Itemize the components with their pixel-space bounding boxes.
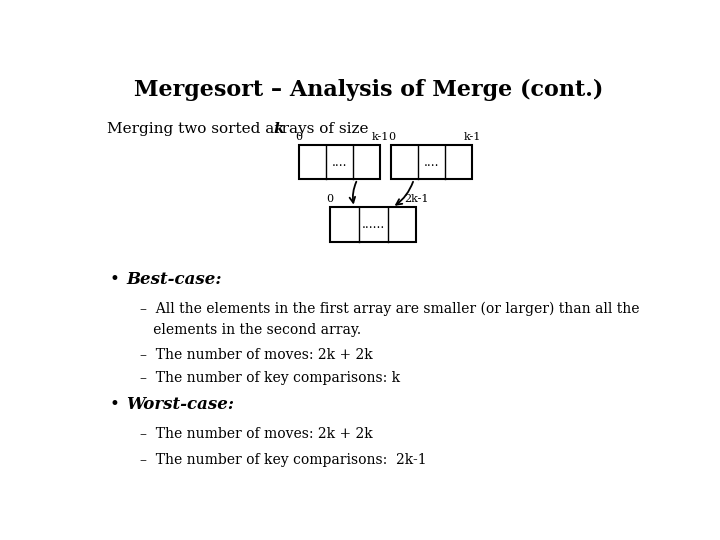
Text: Merging two sorted arrays of size: Merging two sorted arrays of size bbox=[107, 122, 373, 136]
Text: 2k-1: 2k-1 bbox=[404, 194, 428, 204]
Text: ....: .... bbox=[332, 156, 348, 168]
Text: elements in the second array.: elements in the second array. bbox=[140, 323, 361, 337]
Text: ....: .... bbox=[424, 156, 439, 168]
Text: 0: 0 bbox=[388, 132, 395, 141]
Text: –  The number of key comparisons:  2k-1: – The number of key comparisons: 2k-1 bbox=[140, 453, 427, 467]
Text: k-1: k-1 bbox=[464, 132, 481, 141]
Text: •: • bbox=[109, 271, 120, 288]
Text: 0: 0 bbox=[296, 132, 303, 141]
Text: k: k bbox=[273, 122, 284, 136]
Text: ......: ...... bbox=[361, 218, 384, 231]
Text: k-1: k-1 bbox=[372, 132, 389, 141]
Text: –  All the elements in the first array are smaller (or larger) than all the: – All the elements in the first array ar… bbox=[140, 302, 640, 316]
Text: –  The number of moves: 2k + 2k: – The number of moves: 2k + 2k bbox=[140, 348, 373, 362]
Text: –  The number of moves: 2k + 2k: – The number of moves: 2k + 2k bbox=[140, 427, 373, 441]
Bar bbox=[300, 145, 380, 179]
Text: •: • bbox=[109, 396, 120, 413]
Text: Mergesort – Analysis of Merge (cont.): Mergesort – Analysis of Merge (cont.) bbox=[135, 79, 603, 102]
Bar bbox=[330, 207, 416, 241]
Text: –  The number of key comparisons: k: – The number of key comparisons: k bbox=[140, 370, 400, 384]
Text: Best-case:: Best-case: bbox=[126, 271, 222, 288]
Text: 0: 0 bbox=[326, 194, 333, 204]
Text: Worst-case:: Worst-case: bbox=[126, 396, 234, 413]
Bar bbox=[392, 145, 472, 179]
